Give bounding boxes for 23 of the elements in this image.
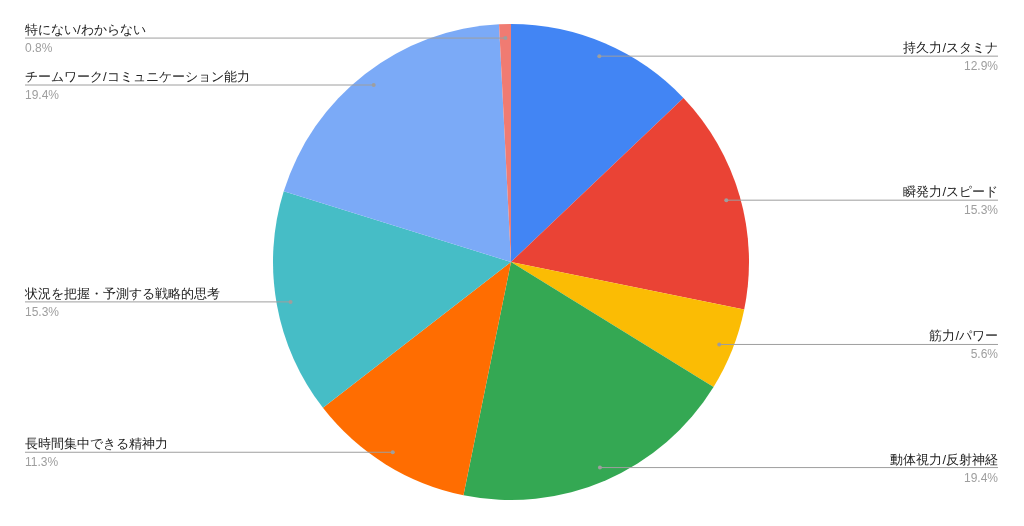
data-label: 19.4% (963, 470, 999, 485)
data-label: 5.6% (970, 347, 999, 362)
slice-label: 筋力/パワー (929, 328, 998, 344)
pie-slice (283, 24, 511, 262)
slice-label: 長時間集中できる精神力 (25, 436, 168, 452)
pie-slice (511, 24, 684, 262)
pie-slice (463, 262, 714, 500)
slice-label: 特にない/わからない (25, 22, 146, 38)
pie-slice (273, 191, 511, 408)
data-label: 15.3% (963, 203, 999, 218)
slice-label: 状況を把握・予測する戦略的思考 (24, 285, 220, 301)
slice-label: 動体視力/反射神経 (890, 451, 998, 467)
slice-label: 持久力/スタミナ (903, 40, 998, 56)
data-label: 12.9% (963, 59, 999, 74)
data-label: 0.8% (25, 41, 53, 56)
data-label: 11.3% (25, 455, 59, 470)
pie-slice (511, 262, 745, 387)
slice-label: チームワーク/コミュニケーション能力 (25, 69, 250, 85)
data-label: 19.4% (25, 88, 60, 103)
data-label: 15.3% (25, 304, 60, 319)
pie-slice (322, 262, 511, 496)
slice-label: 瞬発力/スピード (903, 184, 998, 200)
pie-slice (511, 97, 749, 310)
